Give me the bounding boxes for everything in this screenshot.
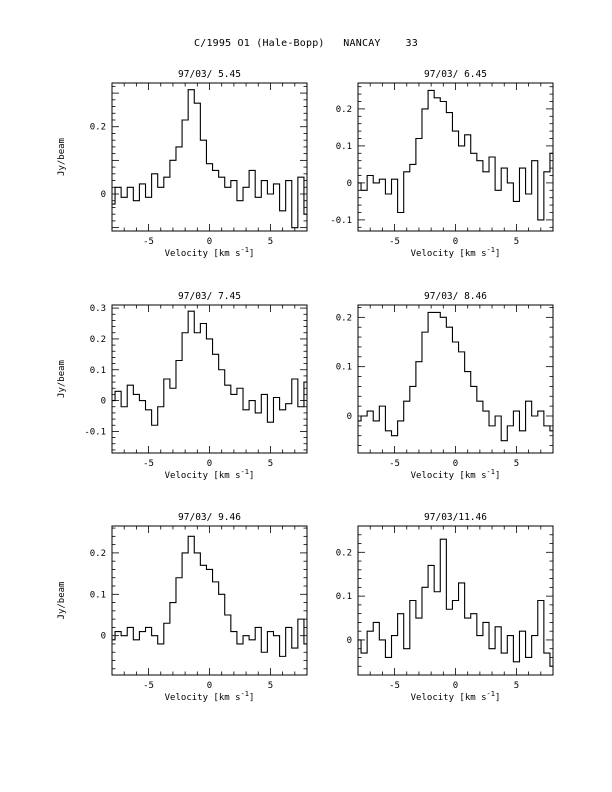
- y-tick-label: 0.2: [336, 548, 352, 558]
- x-axis-label: Velocity [km s-1]: [165, 468, 255, 481]
- y-tick-label: 0: [101, 190, 106, 200]
- spectrum-panel-6: -5 0 5 0 0.1 0.2 97/03/11.46 Velocity [km s-1]: [336, 512, 554, 703]
- spectrum-line: [358, 538, 553, 667]
- y-axis-label: Jy/beam: [57, 138, 67, 176]
- x-tick-label: -5: [143, 681, 154, 691]
- y-tick-label: 0.1: [90, 590, 106, 600]
- x-tick-label: -5: [389, 237, 400, 247]
- y-tick-label: 0.1: [336, 363, 352, 373]
- panel-title: 97/03/ 8.46: [424, 291, 487, 302]
- spectrum-panel-3: -5 0 5 -0.1 0 0.1 0.2 0.3 97/03/ 7.45 Velocity [k…: [57, 291, 308, 481]
- spectrum-line: [112, 535, 307, 657]
- y-tick-label: -0.1: [330, 216, 352, 226]
- y-tick-label: 0: [101, 397, 106, 407]
- y-tick-label: 0.1: [336, 592, 352, 602]
- x-tick-label: 5: [514, 459, 519, 469]
- spectrum-line: [112, 310, 307, 426]
- y-tick-label: 0: [347, 179, 352, 189]
- x-tick-label: -5: [389, 459, 400, 469]
- panel-title: 97/03/ 7.45: [178, 291, 241, 302]
- y-tick-label: 0: [347, 636, 352, 646]
- spectrum-panel-2: -5 0 5 -0.1 0 0.1 0.2 97/03/ 6.45 Velocity [km s…: [330, 69, 554, 259]
- panel-title: 97/03/11.46: [424, 512, 487, 523]
- x-tick-label: 0: [207, 237, 212, 247]
- plot-frame: [111, 304, 308, 454]
- x-tick-label: 0: [453, 237, 458, 247]
- y-tick-label: 0.1: [336, 142, 352, 152]
- y-tick-label: 0.2: [90, 335, 106, 345]
- spectrum-line: [358, 311, 553, 442]
- y-tick-label: 0.1: [90, 366, 106, 376]
- spectrum-panel-5: -5 0 5 0 0.1 0.2 97/03/ 9.46 Velocity [km s-1] J…: [57, 512, 308, 703]
- y-axis-label: Jy/beam: [57, 582, 67, 620]
- plot-frame: [111, 525, 308, 676]
- y-tick-label: -0.1: [84, 427, 106, 437]
- x-axis-label: Velocity [km s-1]: [165, 246, 255, 259]
- y-tick-label: 0.2: [336, 105, 352, 115]
- x-tick-label: 5: [514, 237, 519, 247]
- x-tick-label: -5: [143, 459, 154, 469]
- y-tick-label: 0.3: [90, 304, 106, 314]
- x-tick-label: -5: [389, 681, 400, 691]
- x-tick-label: 5: [514, 681, 519, 691]
- panel-title: 97/03/ 5.45: [178, 69, 241, 80]
- x-tick-label: 5: [268, 459, 273, 469]
- panel-title: 97/03/ 9.46: [178, 512, 241, 523]
- y-tick-label: 0.2: [90, 123, 106, 133]
- spectrum-line: [358, 89, 553, 221]
- y-tick-label: 0: [101, 632, 106, 642]
- panel-title: 97/03/ 6.45: [424, 69, 487, 80]
- y-tick-label: 0.2: [90, 549, 106, 559]
- page-title: C/1995 O1 (Hale-Bopp) NANCAY 33: [194, 38, 418, 49]
- x-tick-label: 0: [453, 681, 458, 691]
- spectrum-panel-1: -5 0 5 0 0.2 97/03/ 5.45 Velocity [km s-1] Jy/b…: [57, 69, 308, 259]
- y-axis-label: Jy/beam: [57, 360, 67, 398]
- x-tick-label: 5: [268, 237, 273, 247]
- x-tick-label: 0: [453, 459, 458, 469]
- spectrum-line: [112, 89, 307, 229]
- x-axis-label: Velocity [km s-1]: [411, 690, 501, 703]
- plot-frame: [111, 82, 308, 232]
- x-tick-label: 0: [207, 459, 212, 469]
- x-axis-label: Velocity [km s-1]: [411, 246, 501, 259]
- spectrum-panel-4: -5 0 5 0 0.1 0.2 97/03/ 8.46 Velocity [km s-1]: [336, 291, 554, 481]
- x-axis-label: Velocity [km s-1]: [165, 690, 255, 703]
- x-tick-label: -5: [143, 237, 154, 247]
- y-tick-label: 0: [347, 412, 352, 422]
- x-tick-label: 5: [268, 681, 273, 691]
- x-tick-label: 0: [207, 681, 212, 691]
- x-axis-label: Velocity [km s-1]: [411, 468, 501, 481]
- y-tick-label: 0.2: [336, 313, 352, 323]
- plot-frame: [357, 82, 554, 232]
